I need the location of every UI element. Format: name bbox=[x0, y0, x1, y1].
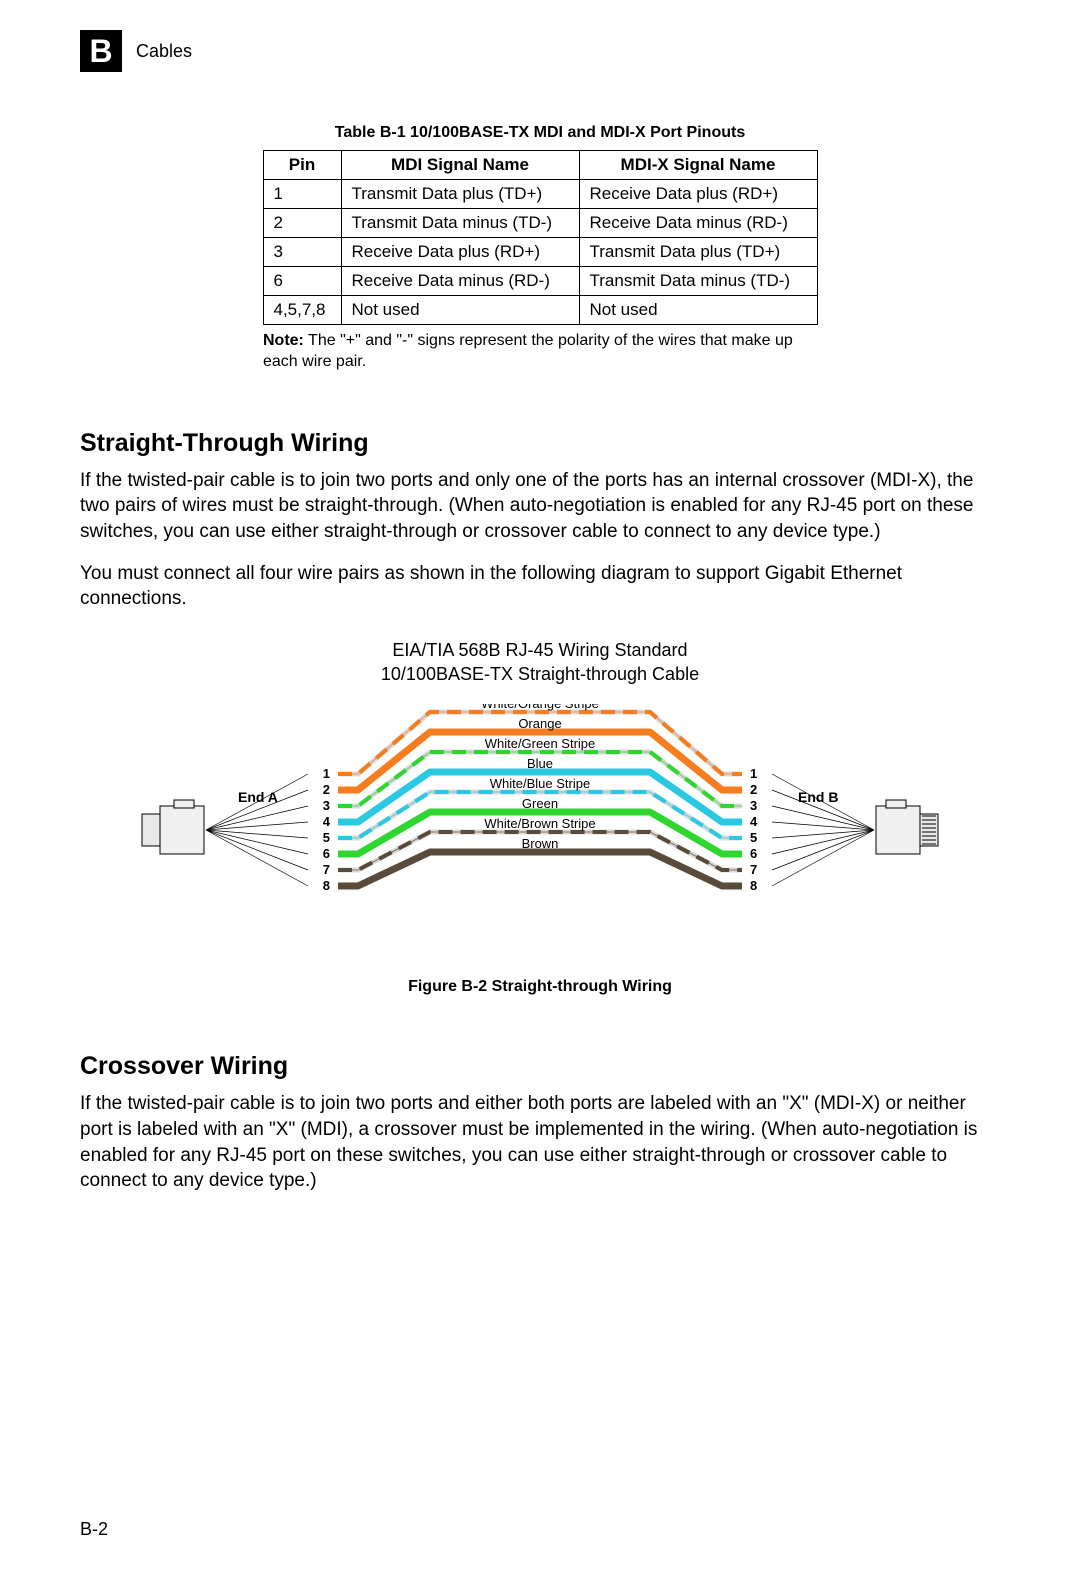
svg-text:Blue: Blue bbox=[527, 756, 553, 771]
svg-text:Orange: Orange bbox=[518, 716, 561, 731]
table-header-row: Pin MDI Signal Name MDI-X Signal Name bbox=[263, 151, 817, 180]
svg-text:White/Orange Stripe: White/Orange Stripe bbox=[481, 704, 599, 711]
table-cell: Not used bbox=[341, 296, 579, 325]
table-cell: 4,5,7,8 bbox=[263, 296, 341, 325]
col-mdi: MDI Signal Name bbox=[341, 151, 579, 180]
straight-para-1: If the twisted-pair cable is to join two… bbox=[80, 468, 1000, 545]
svg-text:6: 6 bbox=[750, 846, 757, 861]
header-title: Cables bbox=[136, 41, 192, 62]
svg-text:2: 2 bbox=[323, 782, 330, 797]
diagram-title-line1: EIA/TIA 568B RJ-45 Wiring Standard bbox=[392, 640, 687, 660]
svg-text:8: 8 bbox=[323, 878, 330, 893]
svg-text:Green: Green bbox=[522, 796, 558, 811]
svg-text:4: 4 bbox=[750, 814, 758, 829]
page-header: B Cables bbox=[80, 30, 1000, 72]
table-cell: 3 bbox=[263, 238, 341, 267]
table-cell: 2 bbox=[263, 209, 341, 238]
col-mdix: MDI-X Signal Name bbox=[579, 151, 817, 180]
table-row: 2Transmit Data minus (TD-)Receive Data m… bbox=[263, 209, 817, 238]
wiring-diagram: End AEnd B1122334455667788White/Orange S… bbox=[130, 704, 950, 964]
svg-text:6: 6 bbox=[323, 846, 330, 861]
table-row: 1Transmit Data plus (TD+)Receive Data pl… bbox=[263, 180, 817, 209]
table-note: Note: The "+" and "-" signs represent th… bbox=[263, 331, 817, 373]
table-cell: Transmit Data minus (TD-) bbox=[341, 209, 579, 238]
note-label: Note: bbox=[263, 332, 304, 349]
diagram-title-line2: 10/100BASE-TX Straight-through Cable bbox=[381, 664, 699, 684]
pinout-table: Pin MDI Signal Name MDI-X Signal Name 1T… bbox=[263, 150, 818, 325]
svg-text:End A: End A bbox=[238, 789, 278, 805]
wiring-diagram-block: EIA/TIA 568B RJ-45 Wiring Standard 10/10… bbox=[80, 638, 1000, 997]
appendix-badge: B bbox=[80, 30, 122, 72]
table-cell: 6 bbox=[263, 267, 341, 296]
table-cell: Transmit Data plus (TD+) bbox=[579, 238, 817, 267]
crossover-para-1: If the twisted-pair cable is to join two… bbox=[80, 1091, 1000, 1194]
table-row: 4,5,7,8Not usedNot used bbox=[263, 296, 817, 325]
table-cell: Receive Data minus (RD-) bbox=[579, 209, 817, 238]
table-cell: Receive Data plus (RD+) bbox=[579, 180, 817, 209]
svg-text:5: 5 bbox=[323, 830, 330, 845]
svg-text:8: 8 bbox=[750, 878, 757, 893]
table-cell: 1 bbox=[263, 180, 341, 209]
table-cell: Transmit Data plus (TD+) bbox=[341, 180, 579, 209]
note-text: The "+" and "-" signs represent the pola… bbox=[263, 332, 793, 370]
table-row: 6Receive Data minus (RD-)Transmit Data m… bbox=[263, 267, 817, 296]
page-number: B-2 bbox=[80, 1519, 108, 1540]
table-cell: Receive Data plus (RD+) bbox=[341, 238, 579, 267]
svg-text:5: 5 bbox=[750, 830, 757, 845]
heading-straight-through: Straight-Through Wiring bbox=[80, 429, 1000, 458]
svg-text:7: 7 bbox=[323, 862, 330, 877]
heading-crossover: Crossover Wiring bbox=[80, 1052, 1000, 1081]
table-cell: Transmit Data minus (TD-) bbox=[579, 267, 817, 296]
straight-para-2: You must connect all four wire pairs as … bbox=[80, 561, 1000, 612]
table-cell: Not used bbox=[579, 296, 817, 325]
svg-text:White/Blue Stripe: White/Blue Stripe bbox=[490, 776, 590, 791]
svg-text:Brown: Brown bbox=[522, 836, 559, 851]
svg-text:1: 1 bbox=[323, 766, 330, 781]
svg-text:3: 3 bbox=[750, 798, 757, 813]
diagram-title: EIA/TIA 568B RJ-45 Wiring Standard 10/10… bbox=[80, 638, 1000, 687]
svg-text:2: 2 bbox=[750, 782, 757, 797]
svg-text:7: 7 bbox=[750, 862, 757, 877]
table-row: 3Receive Data plus (RD+)Transmit Data pl… bbox=[263, 238, 817, 267]
svg-text:3: 3 bbox=[323, 798, 330, 813]
svg-text:4: 4 bbox=[323, 814, 331, 829]
svg-text:White/Green Stripe: White/Green Stripe bbox=[485, 736, 596, 751]
pinout-table-block: Table B-1 10/100BASE-TX MDI and MDI-X Po… bbox=[80, 124, 1000, 373]
svg-text:1: 1 bbox=[750, 766, 757, 781]
figure-caption: Figure B-2 Straight-through Wiring bbox=[80, 978, 1000, 996]
table-caption: Table B-1 10/100BASE-TX MDI and MDI-X Po… bbox=[80, 124, 1000, 142]
col-pin: Pin bbox=[263, 151, 341, 180]
svg-text:White/Brown Stripe: White/Brown Stripe bbox=[484, 816, 595, 831]
table-cell: Receive Data minus (RD-) bbox=[341, 267, 579, 296]
